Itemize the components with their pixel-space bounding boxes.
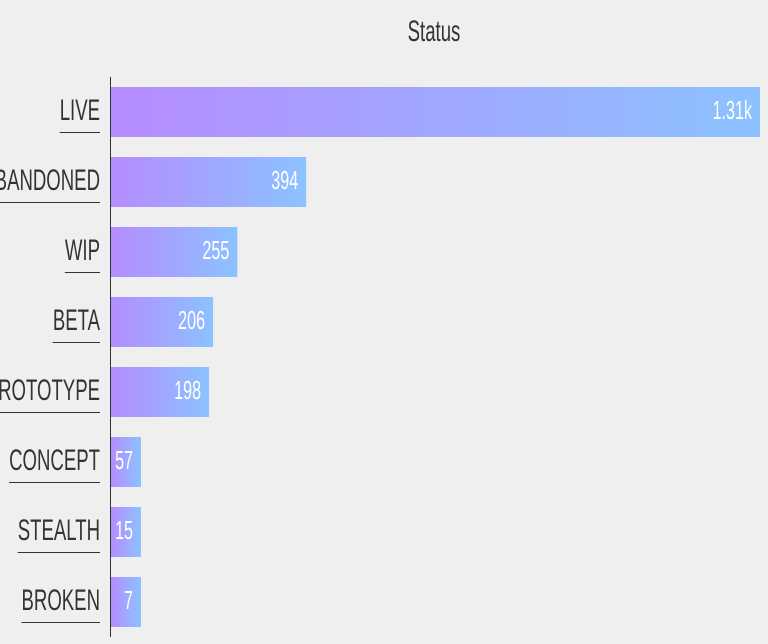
bar xyxy=(111,297,214,347)
value-label: 206 xyxy=(178,305,205,335)
value-label: 7 xyxy=(124,585,133,615)
bar xyxy=(111,227,238,277)
value-label: 198 xyxy=(174,375,201,405)
value-label: 1.31k xyxy=(713,95,753,125)
category-label[interactable]: ABANDONED xyxy=(0,163,100,197)
value-label: 57 xyxy=(115,445,133,475)
bar xyxy=(111,87,760,137)
value-label: 394 xyxy=(271,165,298,195)
category-label[interactable]: BROKEN xyxy=(22,583,100,617)
category-label[interactable]: CONCEPT xyxy=(9,443,100,477)
bar xyxy=(111,507,141,557)
bar xyxy=(111,577,141,627)
bar xyxy=(111,157,307,207)
category-label[interactable]: LIVE xyxy=(60,93,100,127)
value-label: 255 xyxy=(202,235,229,265)
category-label[interactable]: STEALTH xyxy=(18,513,100,547)
category-label[interactable]: WIP xyxy=(65,233,100,267)
category-label[interactable]: PROTOTYPE xyxy=(0,373,100,407)
value-label: 15 xyxy=(115,515,133,545)
bar xyxy=(111,367,210,417)
bar xyxy=(111,437,141,487)
category-label[interactable]: BETA xyxy=(53,303,100,337)
chart-title: Status xyxy=(408,14,461,48)
